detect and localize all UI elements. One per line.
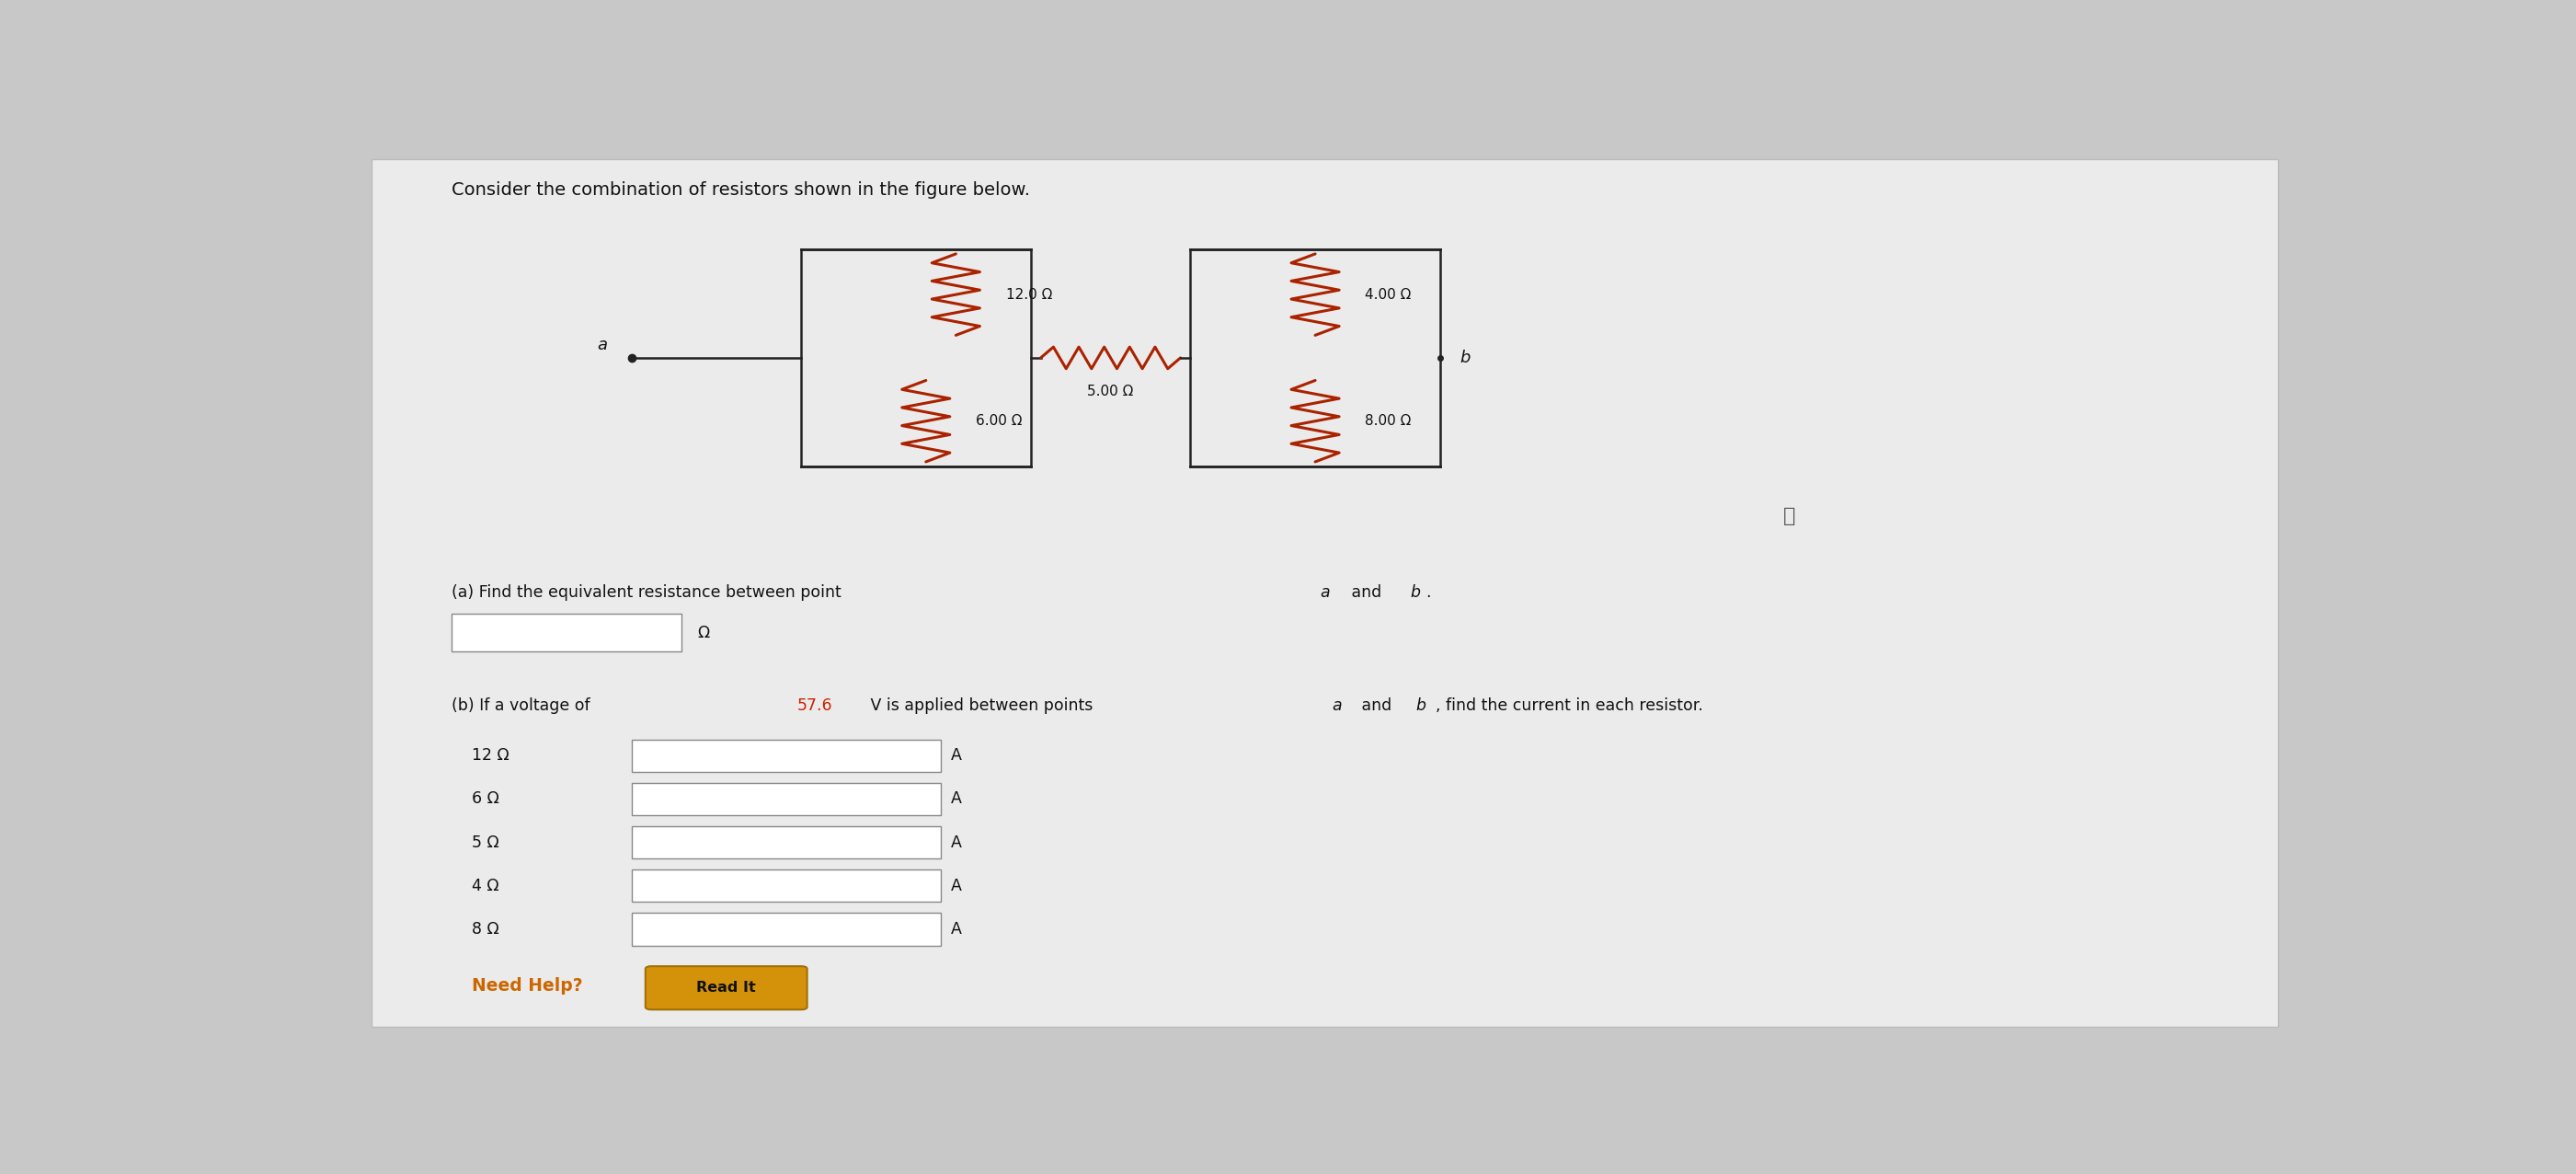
Text: a: a (1321, 585, 1329, 601)
Bar (631, 913, 940, 945)
Text: a: a (1332, 697, 1342, 714)
Text: b: b (1417, 697, 1427, 714)
Text: A: A (951, 877, 961, 895)
Text: a: a (598, 337, 608, 353)
Text: b: b (1461, 350, 1471, 366)
Text: and: and (1347, 585, 1386, 601)
Text: , find the current in each resistor.: , find the current in each resistor. (1435, 697, 1703, 714)
Text: (a) Find the equivalent resistance between point: (a) Find the equivalent resistance betwe… (451, 585, 848, 601)
Text: 6 Ω: 6 Ω (471, 791, 500, 808)
Text: A: A (951, 920, 961, 937)
Text: 5 Ω: 5 Ω (471, 834, 500, 851)
Text: 4.00 Ω: 4.00 Ω (1365, 288, 1412, 302)
Text: Ω: Ω (698, 625, 708, 641)
Text: 57.6: 57.6 (796, 697, 832, 714)
Text: 5.00 Ω: 5.00 Ω (1087, 385, 1133, 399)
Text: Read It: Read It (696, 981, 755, 994)
Text: .: . (1427, 585, 1432, 601)
Text: A: A (951, 748, 961, 764)
FancyBboxPatch shape (647, 966, 806, 1010)
Text: 4 Ω: 4 Ω (471, 877, 500, 895)
Text: and: and (1355, 697, 1396, 714)
Text: A: A (951, 791, 961, 808)
Text: A: A (951, 834, 961, 851)
FancyBboxPatch shape (371, 158, 2280, 1027)
Bar (631, 783, 940, 815)
Text: Consider the combination of resistors shown in the figure below.: Consider the combination of resistors sh… (451, 182, 1030, 200)
Text: 8 Ω: 8 Ω (471, 920, 500, 937)
Text: 6.00 Ω: 6.00 Ω (976, 414, 1023, 429)
Text: Need Help?: Need Help? (471, 978, 582, 994)
Bar (631, 740, 940, 771)
Text: b: b (1409, 585, 1419, 601)
Bar (451, 614, 680, 652)
Text: (b) If a voltage of: (b) If a voltage of (451, 697, 595, 714)
Text: ⓘ: ⓘ (1783, 507, 1795, 525)
Text: V is applied between points: V is applied between points (866, 697, 1097, 714)
Text: 12 Ω: 12 Ω (471, 748, 510, 764)
Text: 8.00 Ω: 8.00 Ω (1365, 414, 1412, 429)
Bar (631, 826, 940, 858)
Text: 12.0 Ω: 12.0 Ω (1005, 288, 1051, 302)
Bar (631, 870, 940, 902)
